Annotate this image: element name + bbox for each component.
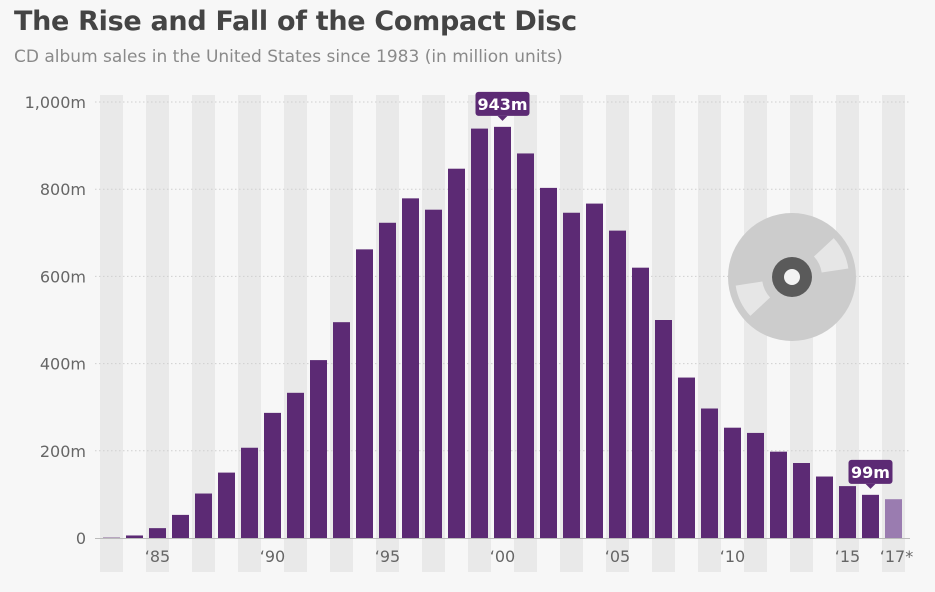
callout-pointer (497, 115, 508, 121)
bar-1986 (172, 514, 189, 538)
bar-2004 (586, 203, 603, 538)
bar-1990 (264, 412, 281, 538)
bar-2011 (747, 432, 764, 538)
column-stripe (882, 95, 905, 572)
bar-2008 (678, 377, 695, 538)
bar-2005 (609, 230, 626, 538)
y-tick-label: 0 (76, 529, 86, 548)
bar-2012 (770, 451, 787, 538)
callout-label: 943m (477, 95, 527, 114)
column-stripe (146, 95, 169, 572)
bar-1995 (379, 222, 396, 538)
bar-2006 (632, 267, 649, 538)
y-tick-label: 400m (40, 355, 86, 374)
x-tick-label: ‘17* (880, 547, 913, 566)
bar-1998 (448, 168, 465, 538)
chart-subtitle: CD album sales in the United States sinc… (14, 47, 563, 67)
x-tick-label: ‘15 (835, 547, 860, 566)
compact-disc-icon (728, 213, 856, 341)
bar-2003 (563, 212, 580, 538)
chart-title: The Rise and Fall of the Compact Disc (14, 6, 577, 37)
y-tick-label: 800m (40, 180, 86, 199)
bar-1985 (149, 528, 166, 538)
bar-2001 (517, 153, 534, 538)
x-tick-label: ‘05 (605, 547, 630, 566)
callout-label: 99m (851, 463, 890, 482)
bar-2002 (540, 187, 557, 538)
bar-2013 (793, 463, 810, 538)
bar-1997 (425, 209, 442, 538)
x-tick-label: ‘90 (260, 547, 285, 566)
disc-shine (813, 238, 849, 273)
bar-1994 (356, 249, 373, 539)
bar-1999 (471, 128, 488, 538)
bar-2015 (839, 486, 856, 538)
bar-2009 (701, 408, 718, 538)
bar-2000 (494, 126, 511, 539)
column-stripe (836, 95, 859, 572)
bar-2016 (862, 494, 879, 538)
y-tick-label: 600m (40, 267, 86, 286)
column-stripe (192, 95, 215, 572)
y-tick-label: 1,000m (25, 93, 86, 112)
value-callout: 943m (475, 91, 530, 121)
x-tick-label: ‘85 (145, 547, 170, 566)
callout-box (475, 91, 530, 116)
value-callout: 99m (848, 459, 893, 489)
column-stripe (100, 95, 123, 572)
callout-pointer (865, 483, 876, 489)
disc-hole (784, 269, 800, 285)
bar-1989 (241, 447, 258, 538)
x-tick-label: ‘00 (490, 547, 515, 566)
x-tick-label: ‘95 (375, 547, 400, 566)
bar-1987 (195, 493, 212, 538)
bar-1993 (333, 322, 350, 538)
disc-shine (735, 281, 771, 316)
x-tick-label: ‘10 (720, 547, 745, 566)
bar-1992 (310, 360, 327, 538)
bar-2014 (816, 476, 833, 538)
bar-2007 (655, 320, 672, 538)
bar-2010 (724, 427, 741, 538)
bar-1984 (126, 535, 143, 538)
bar-1996 (402, 198, 419, 538)
bar-1991 (287, 392, 304, 538)
callout-box (848, 459, 893, 484)
bar-2017 (885, 499, 902, 538)
y-tick-label: 200m (40, 442, 86, 461)
bar-1988 (218, 472, 235, 538)
